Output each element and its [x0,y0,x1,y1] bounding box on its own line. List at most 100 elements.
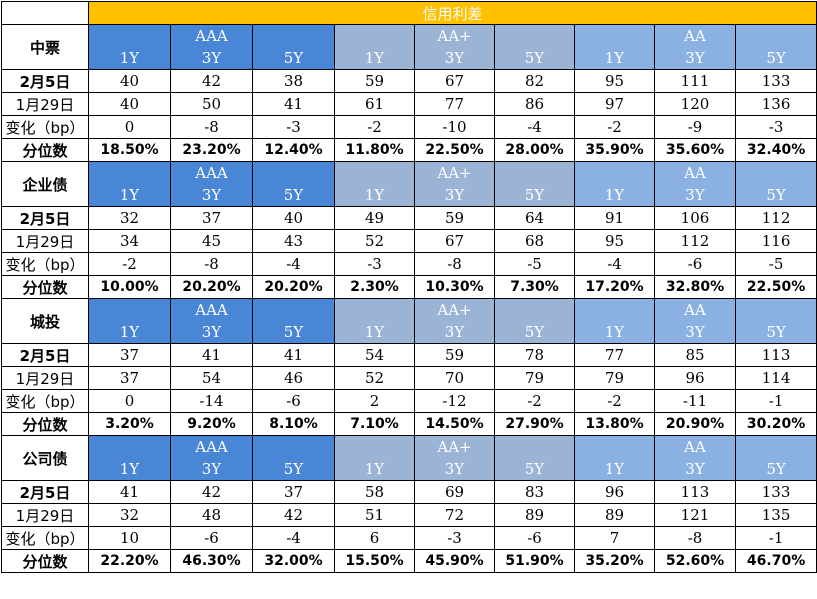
value-cell: -2 [334,115,415,139]
value-cell: 91 [574,206,655,230]
grade-label [496,300,574,322]
value-cell: 86 [494,92,575,116]
tenor-label: 3Y [444,460,465,478]
value-cell: 9.20% [170,412,253,436]
value-cell: 35.90% [574,138,655,162]
value-cell: -2 [494,389,575,413]
value-cell: 79 [574,366,655,390]
grade-label [254,300,334,322]
value-cell: 37 [252,480,335,504]
value-cell: 15.50% [334,549,415,573]
tenor-label: 3Y [685,323,705,341]
grade-tenor-header: AA 3Y [654,298,736,344]
value-cell: 41 [88,480,171,504]
value-cell: 50 [170,92,253,116]
grade-tenor-header: 5Y [494,24,575,70]
grade-label [336,437,414,459]
value-cell: 46 [252,366,335,390]
tenor-label: 3Y [685,460,705,478]
grade-label: AA+ [437,27,472,45]
grade-label: AA [684,301,706,319]
row-label-date1: 2月5日 [1,343,89,367]
tenor-label: 5Y [283,186,304,204]
grade-tenor-header: 5Y [734,435,817,481]
value-cell: 37 [88,343,171,367]
section-header-row: 中票 1Y AAA 3Y 5Y 1Y AA+ 3Y 5Y 1Y AA 3Y 5Y [1,24,817,70]
value-cell: 14.50% [414,412,495,436]
grade-tenor-header: 5Y [494,435,575,481]
value-cell: 20.20% [170,275,253,299]
grade-label [496,163,574,185]
table-row: 变化（bp） 0 -8 -3 -2 -10 -4 -2 -9 -3 [1,115,817,139]
tenor-label: 5Y [766,186,786,204]
value-cell: 35.60% [654,138,736,162]
table-row: 分位数 18.50% 23.20% 12.40% 11.80% 22.50% 28.00% 3… [1,138,817,162]
grade-tenor-header: 1Y [88,298,171,344]
table-row: 2月5日 40 42 38 59 67 82 95 111 133 [1,69,817,93]
tenor-label: 1Y [604,460,625,478]
tenor-label: 1Y [364,460,385,478]
section-header-row: 企业债 1Y AAA 3Y 5Y 1Y AA+ 3Y 5Y 1Y AA 3Y 5Y [1,161,817,207]
value-cell: 40 [88,69,171,93]
tenor-label: 5Y [524,460,545,478]
value-cell: 112 [734,206,817,230]
value-cell: 10.00% [88,275,171,299]
grade-tenor-header: 5Y [252,298,335,344]
grade-label [90,26,170,48]
value-cell: 133 [734,480,817,504]
value-cell: 12.40% [252,138,335,162]
table-row: 分位数 22.20% 46.30% 32.00% 15.50% 45.90% 51.90% 3… [1,549,817,573]
row-label-percentile: 分位数 [1,138,89,162]
grade-tenor-header: 5Y [734,24,817,70]
table-row: 变化（bp） -2 -8 -4 -3 -8 -5 -4 -6 -5 [1,252,817,276]
row-label-date1: 2月5日 [1,206,89,230]
grade-tenor-header: 1Y [574,435,655,481]
value-cell: 77 [414,92,495,116]
grade-tenor-header: 5Y [252,435,335,481]
grade-label [737,163,816,185]
value-cell: 106 [654,206,736,230]
value-cell: 42 [252,503,335,527]
bond-type-label: 中票 [1,24,89,70]
value-cell: 58 [334,480,415,504]
tenor-label: 3Y [201,323,222,341]
value-cell: -10 [414,115,495,139]
value-cell: -3 [734,115,817,139]
value-cell: 59 [414,343,495,367]
value-cell: -4 [494,115,575,139]
value-cell: 96 [574,480,655,504]
value-cell: -1 [734,526,817,550]
table-row: 2月5日 32 37 40 49 59 64 91 106 112 [1,206,817,230]
value-cell: -2 [574,115,655,139]
bond-type-label: 公司债 [1,435,89,481]
grade-label: AA+ [437,164,472,182]
value-cell: 89 [574,503,655,527]
value-cell: 40 [252,206,335,230]
row-label-date2: 1月29日 [1,92,89,116]
value-cell: -2 [574,389,655,413]
tenor-label: 5Y [283,49,304,67]
grade-tenor-header: AA 3Y [654,435,736,481]
value-cell: 32.80% [654,275,736,299]
value-cell: 41 [252,92,335,116]
row-label-change: 变化（bp） [1,389,89,413]
value-cell: -6 [252,389,335,413]
value-cell: 43 [252,229,335,253]
value-cell: 52 [334,229,415,253]
corner-cell [1,1,89,25]
grade-label: AA [684,438,706,456]
grade-tenor-header: 5Y [494,161,575,207]
grade-tenor-header: AA 3Y [654,161,736,207]
grade-label [336,300,414,322]
grade-label: AAA [195,164,228,182]
value-cell: 96 [654,366,736,390]
grade-tenor-header: AA+ 3Y [414,298,495,344]
value-cell: 48 [170,503,253,527]
tenor-label: 5Y [524,49,545,67]
value-cell: 11.80% [334,138,415,162]
value-cell: 116 [734,229,817,253]
value-cell: 22.50% [414,138,495,162]
grade-label [254,26,334,48]
value-cell: 59 [334,69,415,93]
value-cell: 45 [170,229,253,253]
